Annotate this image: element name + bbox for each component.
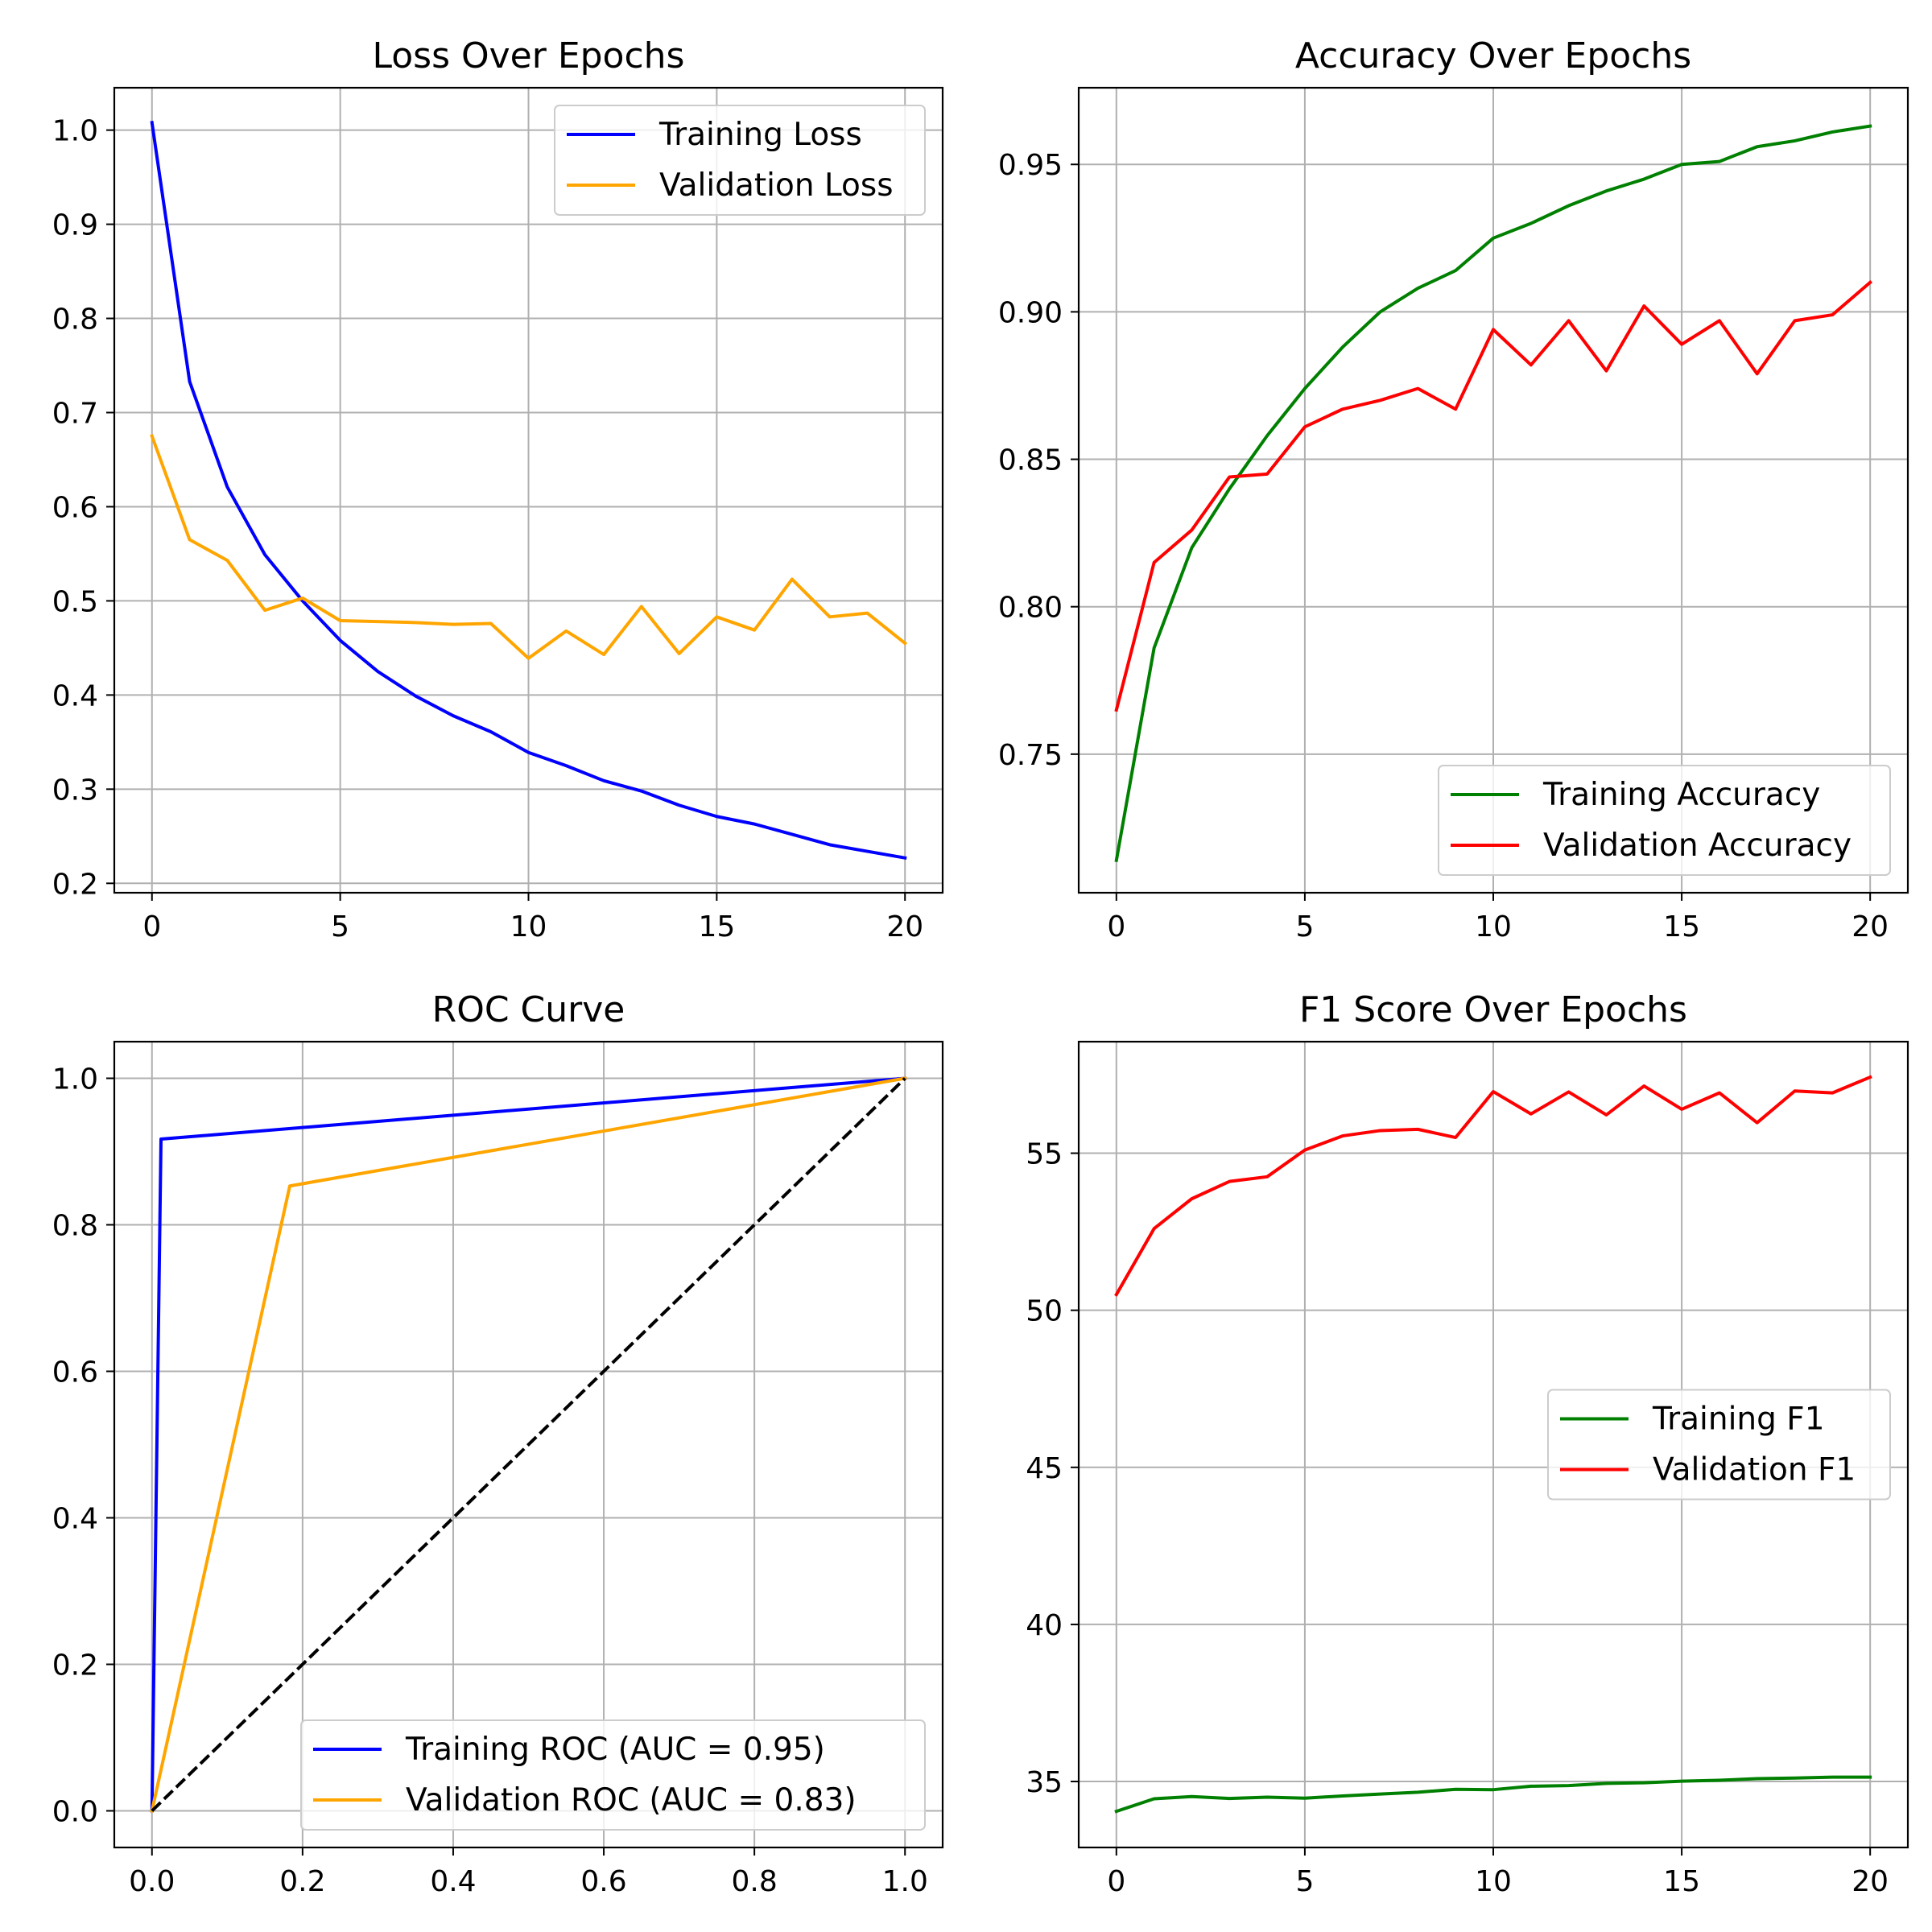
axes-frame [113, 1040, 944, 1849]
x-tick-label: 10 [1475, 910, 1512, 943]
legend-label: Validation Accuracy [1543, 828, 1852, 864]
legend-label: Training Loss [658, 117, 862, 153]
y-tick-label: 0.0 [52, 1796, 98, 1829]
legend-box [300, 1719, 926, 1831]
x-tick-label: 5 [1295, 1865, 1314, 1898]
chart-title: Loss Over Epochs [373, 35, 685, 76]
y-tick-label: 0.9 [52, 209, 98, 242]
series-line-validation-loss [150, 434, 908, 660]
x-tick-label: 20 [1852, 1865, 1889, 1898]
y-tick-label: 50 [1026, 1295, 1063, 1328]
y-tick-label: 0.2 [52, 868, 98, 901]
y-tick-label: 1.0 [52, 115, 98, 148]
y-tick-label: 45 [1026, 1452, 1063, 1485]
y-tick-label: 0.5 [52, 585, 98, 618]
series-line-diagonal-reference [151, 1077, 906, 1812]
series-line-training-roc-auc-0-95 [150, 1076, 907, 1813]
panel-roc: 0.0 0.2 0.4 0.6 0.8 1.0 0.0 0.2 0.4 0.6 0.8 1.0 ROC … [52, 989, 944, 1898]
y-tick-label: 0.95 [998, 149, 1063, 182]
x-tick-label: 20 [1852, 910, 1889, 943]
legend-box [1438, 765, 1891, 876]
y-tick-label: 0.4 [52, 679, 98, 712]
y-tick-label: 0.6 [52, 1356, 98, 1389]
panel-accuracy: 0 5 10 15 20 0.75 0.80 0.85 0.90 0.95 Accuracy Ove… [998, 35, 1909, 943]
chart-title: F1 Score Over Epochs [1299, 989, 1687, 1030]
legend-label: Training ROC (AUC = 0.95) [405, 1732, 825, 1768]
y-tick-label: 0.4 [52, 1503, 98, 1536]
y-tick-label: 0.6 [52, 491, 98, 524]
legend-label: Training Accuracy [1542, 777, 1820, 813]
y-tick-label: 0.85 [998, 444, 1063, 477]
legend: Training ROC (AUC = 0.95) Validation ROC … [300, 1719, 926, 1831]
x-tick-label: 0.0 [129, 1865, 175, 1898]
series-line-validation-roc-auc-0-83 [150, 1076, 907, 1813]
legend-label: Validation ROC (AUC = 0.83) [406, 1782, 857, 1818]
y-tick-label: 55 [1026, 1138, 1063, 1171]
x-tick-label: 0.6 [580, 1865, 626, 1898]
x-tick-label: 0 [1107, 910, 1125, 943]
panel-loss: 0 5 10 15 20 0.2 0.3 0.4 0.5 0.6 0.7 0.8 0.9 1.0 Loss … [52, 35, 944, 943]
legend-label: Validation Loss [659, 167, 894, 204]
x-tick-label: 0 [1107, 1865, 1125, 1898]
y-tick-label: 0.90 [998, 296, 1063, 329]
legend-box [1547, 1389, 1891, 1501]
y-tick-label: 0.2 [52, 1649, 98, 1682]
legend: Training F1 Validation F1 [1547, 1389, 1891, 1501]
x-tick-label: 0.4 [430, 1865, 476, 1898]
x-tick-label: 0.2 [279, 1865, 325, 1898]
series-line-validation-f1 [1114, 1075, 1872, 1297]
panel-f1: 0 5 10 15 20 35 40 45 50 55 F1 Score Over Epochs Tr… [1026, 989, 1909, 1898]
legend-label: Training F1 [1652, 1402, 1825, 1438]
legend: Training Loss Validation Loss [554, 105, 926, 216]
x-tick-label: 15 [698, 910, 735, 943]
x-tick-label: 1.0 [882, 1865, 928, 1898]
x-tick-label: 5 [331, 910, 349, 943]
x-tick-label: 0.8 [732, 1865, 778, 1898]
series-line-training-loss [150, 121, 907, 861]
y-tick-label: 0.75 [998, 739, 1063, 772]
series-line-validation-accuracy [1114, 279, 1873, 712]
chart-title: Accuracy Over Epochs [1295, 35, 1691, 76]
x-tick-label: 15 [1663, 910, 1700, 943]
x-tick-label: 10 [1475, 1865, 1512, 1898]
legend-label: Validation F1 [1653, 1452, 1856, 1488]
x-tick-label: 10 [510, 910, 547, 943]
x-tick-label: 5 [1295, 910, 1314, 943]
y-tick-label: 0.8 [52, 303, 98, 336]
y-tick-label: 40 [1026, 1609, 1063, 1642]
y-tick-label: 1.0 [52, 1063, 98, 1096]
y-tick-label: 0.8 [52, 1210, 98, 1243]
y-tick-label: 35 [1026, 1766, 1063, 1799]
legend-box [554, 105, 926, 216]
y-tick-label: 0.3 [52, 774, 98, 807]
x-tick-label: 15 [1663, 1865, 1700, 1898]
x-tick-label: 0 [142, 910, 161, 943]
series-line-training-f1 [1114, 1775, 1872, 1814]
chart-title: ROC Curve [432, 989, 625, 1030]
x-tick-label: 20 [886, 910, 923, 943]
y-tick-label: 0.80 [998, 592, 1063, 625]
series-line-training-accuracy [1114, 124, 1872, 863]
y-tick-label: 0.7 [52, 398, 98, 431]
legend: Training Accuracy Validation Accuracy [1438, 765, 1891, 876]
